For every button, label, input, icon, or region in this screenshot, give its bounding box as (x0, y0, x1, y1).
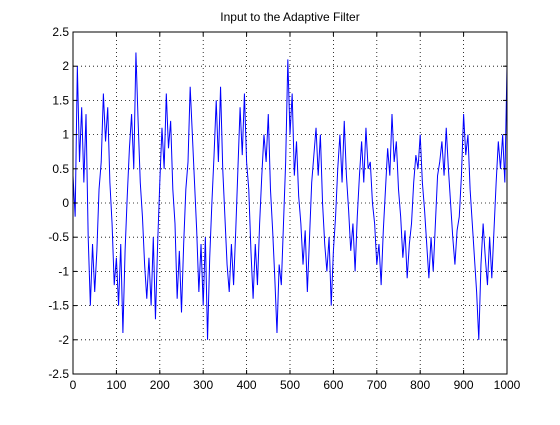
x-tick-label: 800 (410, 378, 430, 392)
x-tick-label: 300 (193, 378, 213, 392)
x-tick-label: 1000 (494, 378, 521, 392)
y-tick-label: 0 (62, 196, 69, 210)
y-tick-label: -1 (58, 264, 69, 278)
x-tick-label: 100 (106, 378, 126, 392)
y-tick-label: 0.5 (52, 162, 69, 176)
y-tick-label: -2 (58, 333, 69, 347)
x-tick-label: 0 (70, 378, 77, 392)
series-group (72, 52, 508, 340)
y-tick-label: 2.5 (52, 25, 69, 39)
x-tick-label: 900 (454, 378, 474, 392)
x-tick-label: 700 (367, 378, 387, 392)
y-tick-label: -0.5 (48, 230, 69, 244)
chart-title: Input to the Adaptive Filter (220, 10, 359, 24)
x-axis: 0 100 200 300 400 500 600 700 800 900 1000 (70, 32, 521, 392)
y-tick-label: -2.5 (48, 367, 69, 381)
y-tick-label: 2 (62, 59, 69, 73)
x-tick-label: 200 (150, 378, 170, 392)
y-tick-label: -1.5 (48, 299, 69, 313)
y-axis: -2.5 -2 -1.5 -1 -0.5 0 0.5 1 1.5 2 2.5 (48, 25, 507, 381)
y-tick-label: 1 (62, 128, 69, 142)
series-line (72, 52, 508, 340)
x-tick-label: 400 (237, 378, 257, 392)
x-tick-label: 500 (280, 378, 300, 392)
y-tick-label: 1.5 (52, 93, 69, 107)
x-tick-label: 600 (323, 378, 343, 392)
